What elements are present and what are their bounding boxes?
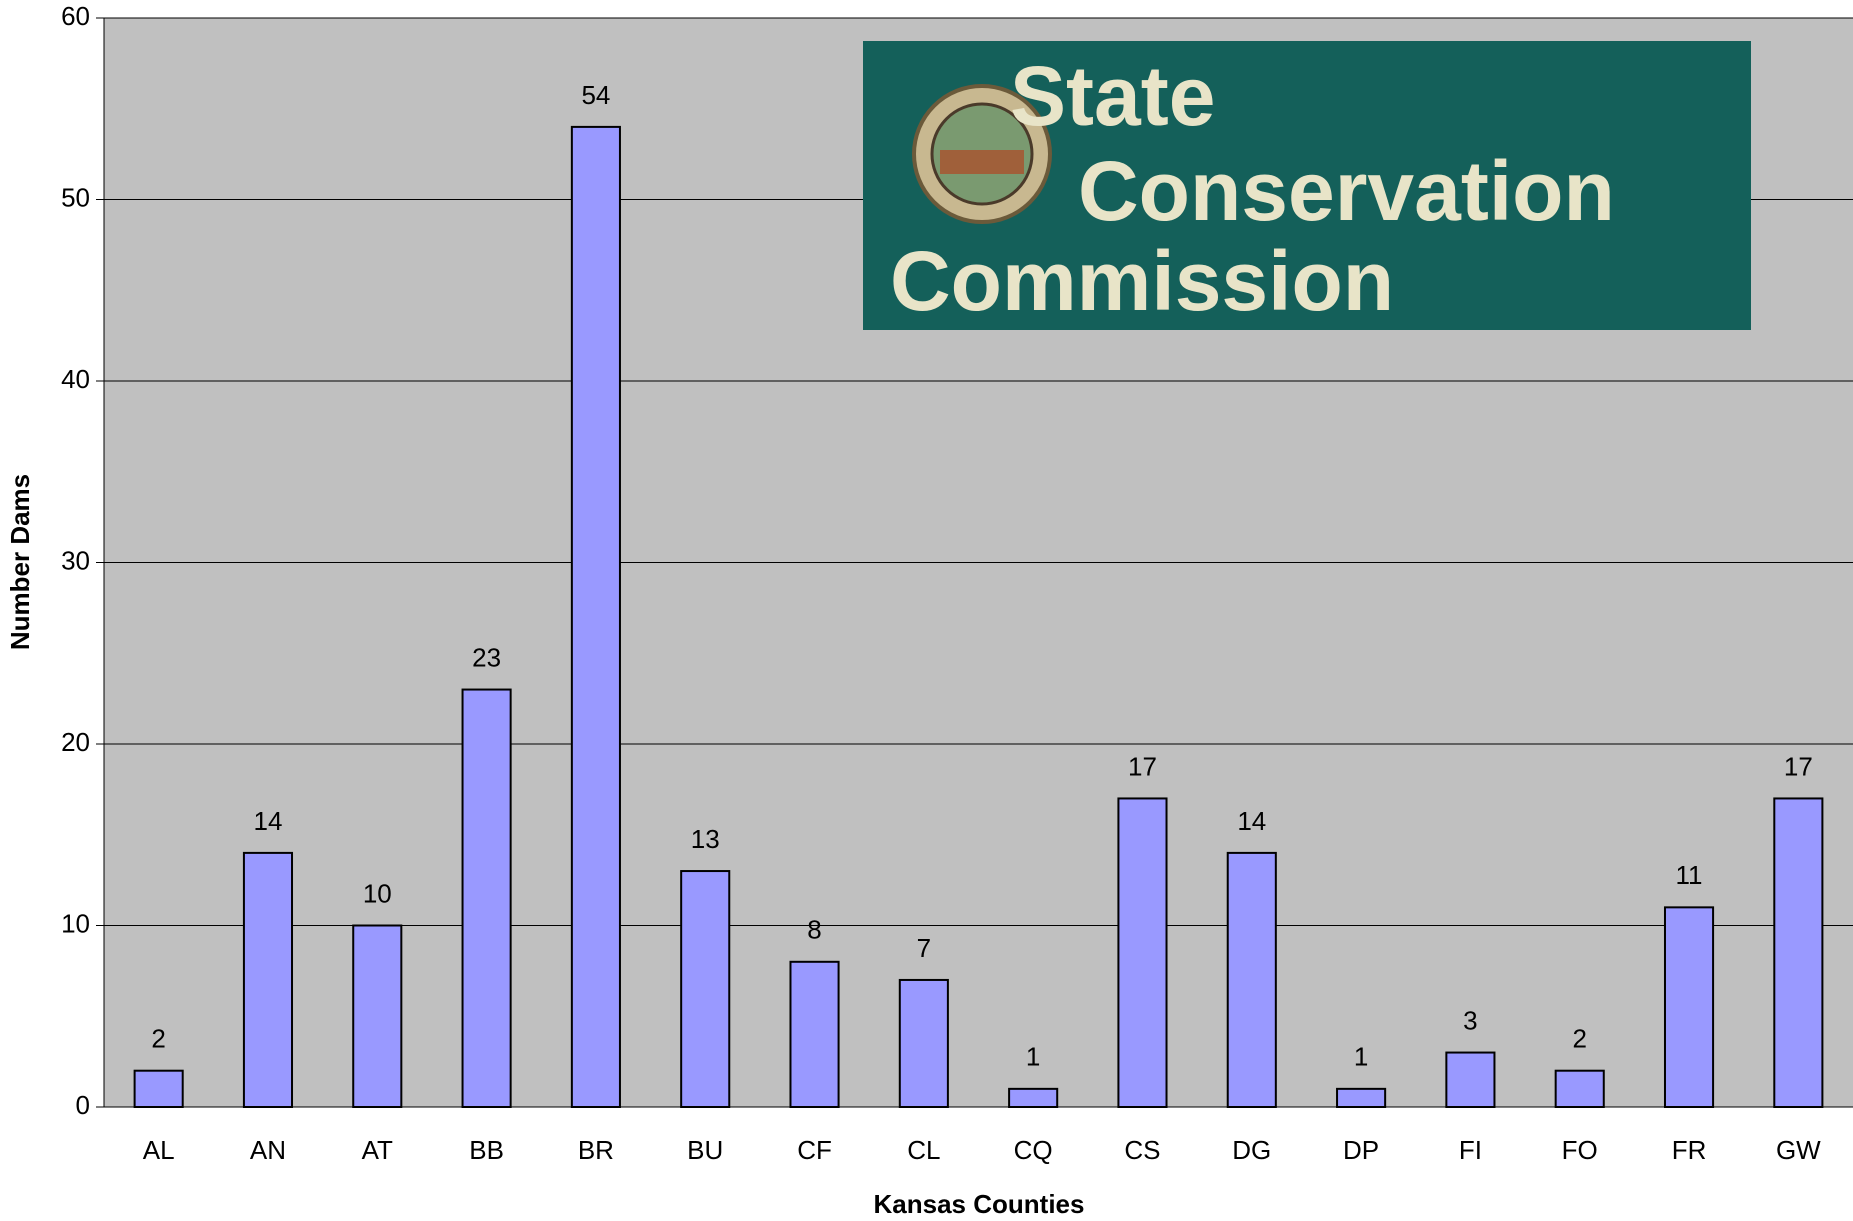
data-label: 23 [472, 642, 501, 672]
bar [680, 870, 731, 1108]
data-label: 7 [917, 933, 931, 963]
data-label: 11 [1676, 860, 1703, 890]
logo-line: Conservation [1078, 144, 1615, 238]
bar [1336, 1087, 1387, 1108]
logo-line: Commission [890, 234, 1394, 328]
logo-line: State [1010, 49, 1215, 143]
y-axis-title: Number Dams [5, 474, 35, 650]
bar [133, 1069, 184, 1108]
x-tick-label: AL [143, 1135, 175, 1165]
bar [898, 978, 949, 1109]
x-axis-title: Kansas Counties [874, 1189, 1085, 1219]
x-tick-label: FO [1562, 1135, 1598, 1165]
data-label: 1 [1354, 1042, 1368, 1072]
x-tick-label: FI [1459, 1135, 1482, 1165]
x-tick-label: DP [1343, 1135, 1379, 1165]
data-label: 13 [691, 824, 720, 854]
data-label: 10 [363, 878, 392, 908]
data-label: 17 [1128, 751, 1157, 781]
data-label: 3 [1463, 1005, 1477, 1035]
x-tick-label: CQ [1014, 1135, 1053, 1165]
bar [1663, 906, 1715, 1108]
y-tick-label: 40 [61, 364, 90, 394]
x-tick-label: AT [362, 1135, 393, 1165]
bar [1445, 1051, 1496, 1109]
x-tick-label: CS [1124, 1135, 1160, 1165]
data-label: 2 [1572, 1024, 1586, 1054]
bar [242, 851, 294, 1109]
bar [1008, 1087, 1059, 1108]
data-label: 1 [1026, 1042, 1040, 1072]
logo: State Conservation Commission [863, 41, 1751, 330]
y-tick-label: 0 [76, 1090, 90, 1120]
bar [461, 688, 512, 1108]
y-tick-label: 50 [61, 182, 90, 212]
bar [789, 960, 840, 1108]
x-tick-label: BB [469, 1135, 504, 1165]
x-tick-label: BU [687, 1135, 723, 1165]
y-tick-label: 60 [61, 1, 90, 31]
y-tick-label: 30 [61, 545, 90, 575]
x-tick-label: FR [1672, 1135, 1707, 1165]
x-tick-label: BR [578, 1135, 614, 1165]
bar [352, 924, 403, 1108]
x-tick-label: CF [797, 1135, 832, 1165]
seal-detail [940, 150, 1024, 174]
x-tick-label: DG [1232, 1135, 1271, 1165]
data-label: 17 [1784, 751, 1813, 781]
data-label: 8 [807, 915, 821, 945]
bar [1554, 1069, 1605, 1108]
bar [1226, 851, 1277, 1109]
data-label: 14 [1237, 806, 1266, 836]
data-label: 54 [581, 80, 610, 110]
data-label: 2 [151, 1024, 165, 1054]
y-tick-label: 20 [61, 727, 90, 757]
bar [570, 125, 621, 1108]
y-tick-label: 10 [61, 908, 90, 938]
bar [1117, 797, 1168, 1108]
x-tick-label: GW [1776, 1135, 1821, 1165]
x-tick-label: AN [250, 1135, 286, 1165]
x-tick-label: CL [907, 1135, 940, 1165]
bar [1773, 797, 1824, 1108]
data-label: 14 [254, 806, 283, 836]
